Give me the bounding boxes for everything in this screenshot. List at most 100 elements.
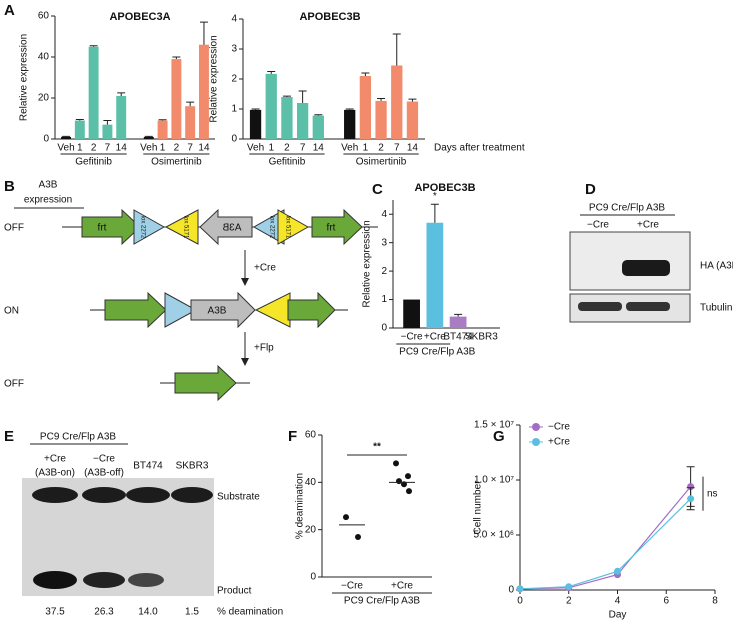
y-tick-label: 1.0 × 10⁷: [474, 475, 514, 486]
blot-title: PC9 Cre/Flp A3B: [589, 203, 665, 214]
lox-label: lox 2272: [139, 216, 145, 239]
lox: [164, 209, 199, 245]
bar: [449, 316, 467, 328]
x-tick-label: 0: [517, 596, 523, 607]
y-tick-label: 20: [38, 93, 50, 104]
error-bar: [314, 114, 323, 116]
gene-label: A3B: [222, 223, 241, 234]
y-tick-label: 4: [231, 14, 237, 25]
x-tick-label: Veh: [57, 143, 74, 154]
band: [82, 487, 126, 503]
bar: [406, 101, 419, 139]
panel-label: A: [4, 2, 15, 19]
panel-label: C: [372, 181, 383, 198]
lane-label: −Cre: [93, 454, 115, 465]
cassette-diagram: A3B expression OFF frt lox 2272 lox 5171…: [4, 180, 378, 402]
band: [32, 487, 78, 503]
x-tick-label: 2: [174, 143, 180, 154]
x-axis-label: PC9 Cre/Flp A3B: [344, 596, 420, 607]
panel-label: B: [4, 178, 15, 195]
band: [622, 260, 670, 276]
bar: [249, 109, 262, 139]
error-bar: [199, 21, 208, 45]
x-axis-label: PC9 Cre/Flp A3B: [399, 347, 475, 358]
deamination-value: 37.5: [45, 607, 65, 618]
x-tick-label: 1: [268, 143, 274, 154]
y-axis-label: Relative expression: [19, 34, 30, 121]
x-tick-label: 8: [712, 596, 718, 607]
lox: [254, 292, 291, 328]
error-bar: [361, 72, 370, 76]
annotation: *: [433, 191, 437, 202]
y-tick-label: 0: [310, 572, 316, 583]
band: [128, 573, 164, 587]
error-bar: [282, 95, 291, 97]
data-point: [343, 514, 349, 521]
panel-label: D: [585, 181, 596, 198]
bar: [375, 100, 387, 139]
band: [578, 302, 622, 311]
y-tick-label: 0: [43, 134, 49, 145]
gene: [199, 208, 253, 246]
x-axis-label: Day: [609, 610, 627, 621]
panel-label: E: [4, 428, 14, 445]
data-point: [355, 534, 361, 541]
error-bar: [298, 90, 307, 103]
x-tick-label: 7: [300, 143, 306, 154]
x-tick-label: 2: [91, 143, 97, 154]
bar: [344, 109, 356, 139]
chart-title: APOBEC3B: [414, 182, 475, 194]
x-tick-label: 4: [615, 596, 621, 607]
data-point: [405, 473, 411, 480]
data-point: [393, 460, 399, 467]
row-label: % deamination: [217, 607, 283, 618]
x-tick-label: 7: [187, 143, 193, 154]
y-tick-label: 1.5 × 10⁷: [474, 420, 514, 431]
error-bar: [430, 203, 439, 223]
y-tick-label: 60: [305, 430, 317, 441]
band: [83, 572, 125, 588]
lane-label: −Cre: [587, 220, 609, 231]
x-tick-label: 7: [394, 143, 400, 154]
error-bar: [172, 56, 181, 60]
lane-label: +Cre: [44, 454, 66, 465]
heading: expression: [24, 195, 72, 206]
group-label: Osimertinib: [151, 157, 202, 168]
x-tick-label: 14: [198, 143, 210, 154]
error-bar: [75, 119, 84, 121]
group-label: Gefitinib: [269, 157, 306, 168]
y-tick-label: 0: [381, 323, 387, 334]
lox: [277, 209, 310, 245]
bar: [391, 65, 403, 139]
x-tick-label: 2: [284, 143, 290, 154]
state: ON: [4, 306, 19, 317]
error-bar: [408, 98, 417, 102]
error-bar: [392, 33, 401, 66]
bar: [74, 120, 85, 139]
chart-title: APOBEC3A: [109, 11, 170, 23]
deamination-value: 26.3: [94, 607, 114, 618]
lane-label: SKBR3: [176, 461, 209, 472]
bar: [171, 59, 182, 139]
frt: [287, 291, 336, 329]
bar: [359, 76, 372, 139]
y-axis-label: Cell number: [473, 480, 484, 535]
lane-label: BT474: [133, 461, 163, 472]
data-point: [406, 488, 412, 495]
x-tick-label: −Cre: [401, 332, 423, 343]
error-bar: [62, 135, 71, 137]
band: [126, 487, 170, 503]
x-tick-label: 1: [363, 143, 369, 154]
x-tick-label: Veh: [247, 143, 264, 154]
frt-label: frt: [98, 223, 107, 234]
error-bar: [267, 71, 276, 74]
band: [626, 302, 670, 311]
x-tick-label: SKBR3: [465, 332, 498, 343]
error-bar: [117, 92, 126, 96]
y-tick-label: 1: [231, 104, 237, 115]
annotation: ns: [707, 488, 718, 499]
bar: [265, 73, 277, 139]
band-label: Substrate: [217, 492, 260, 503]
x-tick-label: +Cre: [391, 581, 413, 592]
